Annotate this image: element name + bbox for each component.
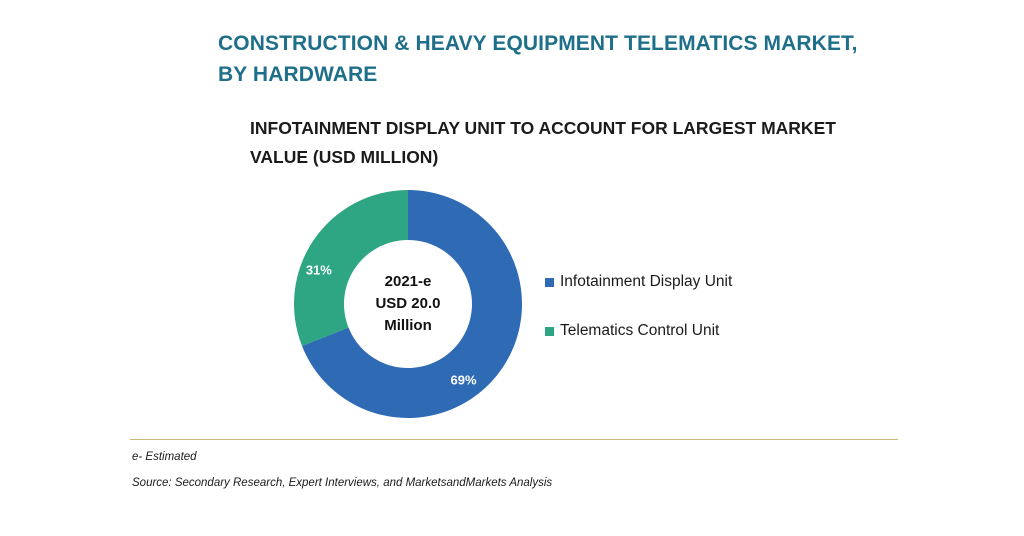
legend-swatch-telematics (545, 326, 554, 336)
chart-legend: Infotainment Display Unit Telematics Con… (545, 270, 732, 368)
footer-divider (130, 439, 898, 440)
data-label-infotainment: 69% (451, 372, 477, 387)
donut-slice-infotainment (302, 190, 522, 419)
center-label-line-1: 2021-e (385, 273, 432, 290)
legend-item-infotainment: Infotainment Display Unit (545, 270, 732, 294)
estimated-note: e- Estimated (132, 451, 197, 463)
page-title: CONSTRUCTION & HEAVY EQUIPMENT TELEMATIC… (218, 28, 918, 90)
legend-label-telematics: Telematics Control Unit (560, 322, 720, 339)
center-label-line-2: USD 20.0 (375, 295, 440, 312)
donut-slice-telematics (294, 190, 408, 346)
page-title-line-1: CONSTRUCTION & HEAVY EQUIPMENT TELEMATIC… (218, 32, 858, 55)
source-note: Source: Secondary Research, Expert Inter… (132, 477, 553, 489)
center-label-line-3: Million (384, 317, 432, 334)
page-title-line-2: BY HARDWARE (218, 63, 378, 86)
data-label-telematics: 31% (306, 263, 332, 278)
legend-label-infotainment: Infotainment Display Unit (560, 273, 733, 290)
legend-item-telematics: Telematics Control Unit (545, 319, 732, 343)
chart-title-line-2: VALUE (USD MILLION) (250, 147, 439, 167)
legend-swatch-infotainment (545, 277, 554, 287)
chart-title-line-1: INFOTAINMENT DISPLAY UNIT TO ACCOUNT FOR… (250, 118, 836, 138)
chart-title: INFOTAINMENT DISPLAY UNIT TO ACCOUNT FOR… (250, 114, 850, 172)
